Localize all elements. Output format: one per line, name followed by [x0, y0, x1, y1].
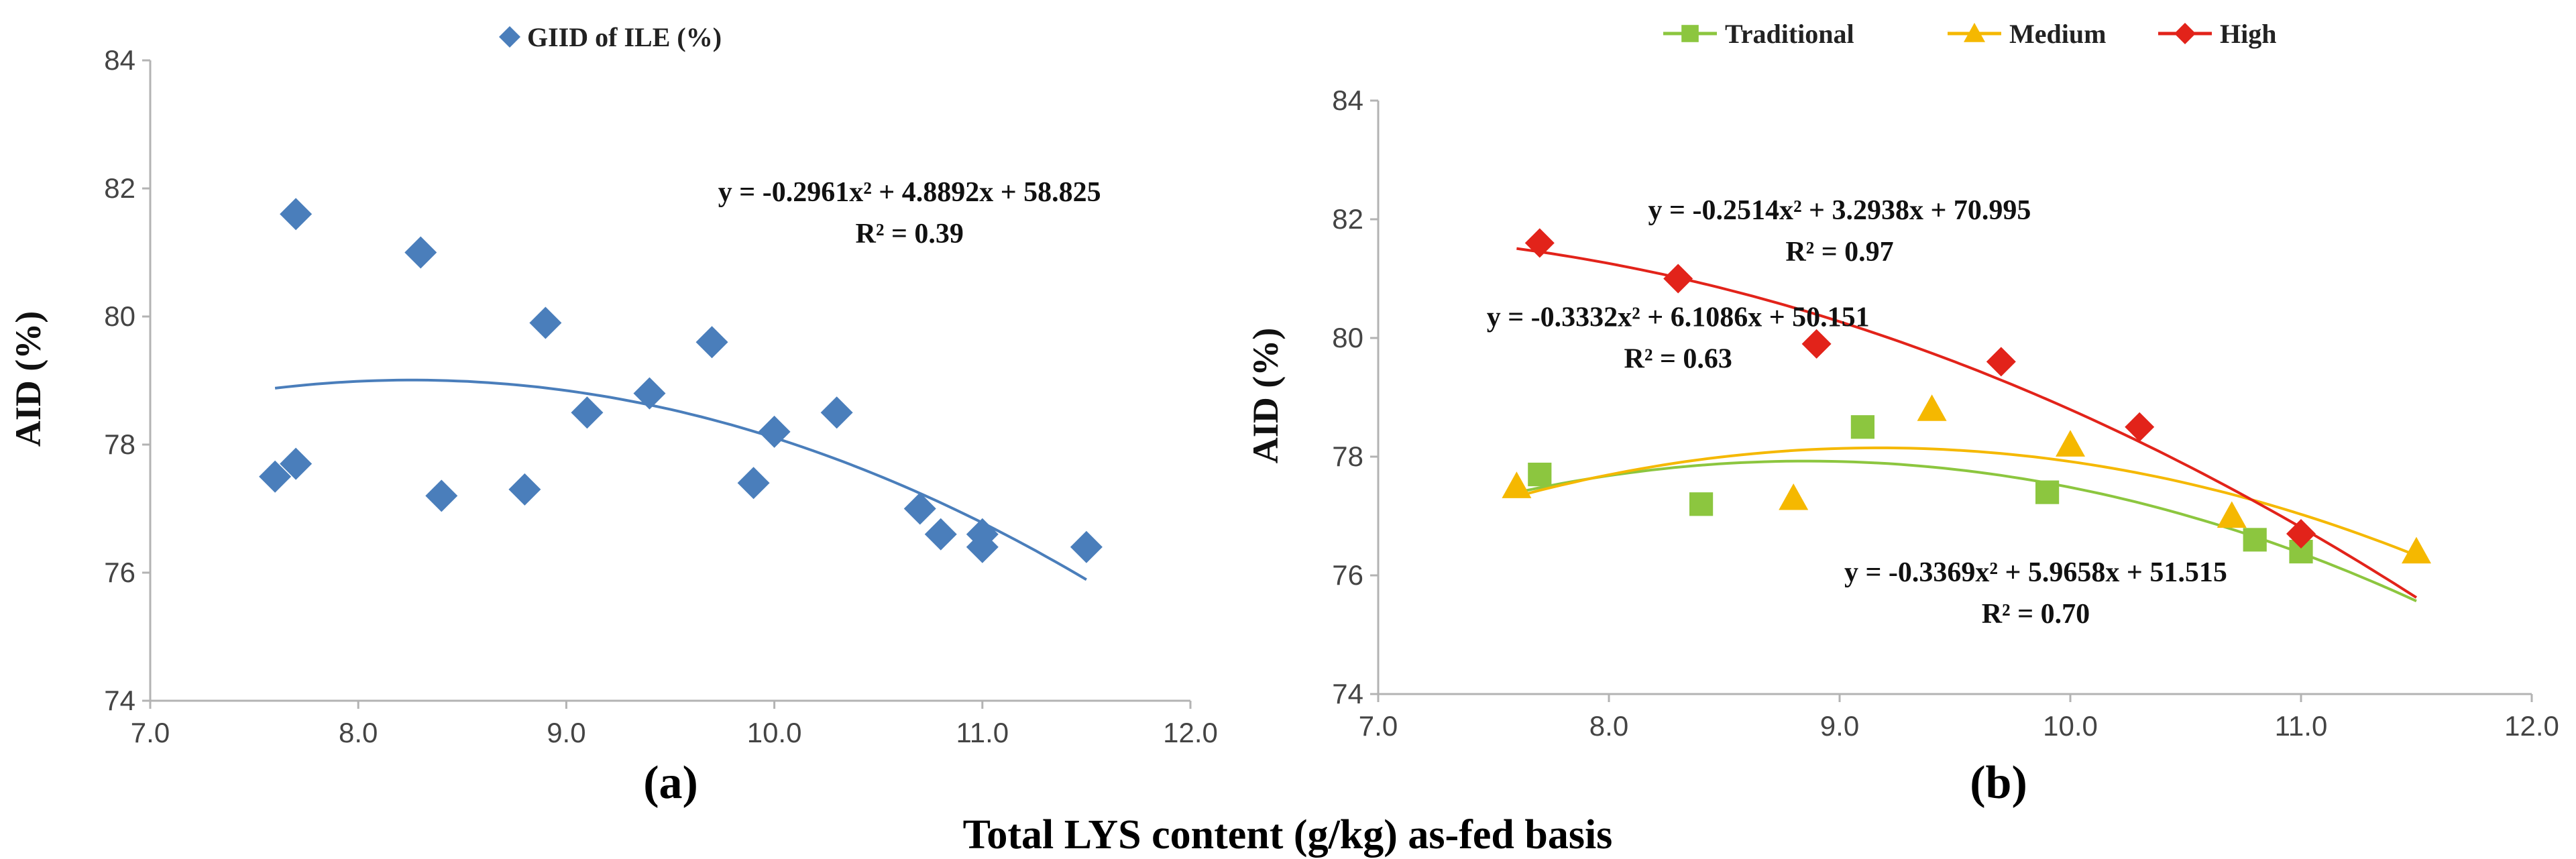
- data-point-giid-of-ile: [404, 236, 437, 269]
- data-point-giid-of-ile: [571, 396, 604, 429]
- panel-b-label: (b): [1970, 757, 2027, 809]
- data-point-medium: [1917, 394, 1947, 421]
- data-point-traditional: [2035, 480, 2060, 504]
- data-point-traditional: [2243, 528, 2267, 552]
- data-point-giid-of-ile: [280, 447, 313, 480]
- x-tick-label: 8.0: [1589, 710, 1628, 742]
- panel-a-trendline: [274, 378, 1087, 581]
- data-point-giid-of-ile: [903, 492, 936, 525]
- x-tick-label: 10.0: [2043, 710, 2098, 742]
- data-point-medium: [2217, 501, 2247, 528]
- x-tick-label: 7.0: [1359, 710, 1398, 742]
- y-tick-label: 74: [104, 685, 135, 716]
- y-tick-label: 82: [104, 172, 135, 204]
- data-point-medium: [2056, 430, 2085, 457]
- legend-label: GIID of ILE (%): [527, 22, 722, 52]
- x-tick-label: 11.0: [2275, 710, 2328, 742]
- y-tick-label: 84: [1332, 84, 1363, 116]
- data-point-giid-of-ile: [508, 473, 541, 506]
- data-point-medium: [2402, 536, 2431, 564]
- x-tick-label: 12.0: [2504, 710, 2559, 742]
- panel-b-annotations: y = -0.2514x² + 3.2938x + 70.995 R² = 0.9…: [1487, 195, 2227, 630]
- y-tick-label: 84: [104, 44, 135, 76]
- legend-label: High: [2220, 19, 2276, 49]
- x-tick-label: 9.0: [547, 717, 585, 748]
- panel-a-label: (a): [643, 757, 698, 809]
- data-point-giid-of-ile: [259, 460, 292, 493]
- panel-a-y-ticks: 74 76 78 80 82 84: [104, 44, 150, 716]
- data-point-giid-of-ile: [1070, 530, 1103, 563]
- data-point-giid-of-ile: [820, 396, 853, 429]
- data-point-giid-of-ile: [758, 415, 791, 448]
- data-point-high: [1663, 264, 1693, 294]
- panel-b-y-axis-title: AID (%): [1245, 328, 1286, 463]
- panel-b-y-ticks: 74 76 78 80 82 84: [1332, 84, 1378, 709]
- data-point-medium: [1502, 471, 1532, 498]
- panel-b-legend: Traditional Medium High: [1663, 19, 2276, 49]
- trend-equation: y = -0.2961x² + 4.8892x + 58.825: [718, 177, 1101, 208]
- shared-x-axis-title: Total LYS content (g/kg) as-fed basis: [963, 812, 1613, 858]
- data-point-traditional: [1850, 415, 1874, 439]
- legend-label: Traditional: [1725, 19, 1854, 49]
- r-squared: R² = 0.70: [1982, 599, 2090, 630]
- panel-b-trendline-high: [1516, 247, 2418, 599]
- y-tick-label: 76: [104, 557, 135, 588]
- panel-a-points: [259, 198, 1103, 563]
- data-point-giid-of-ile: [633, 377, 666, 410]
- panel-b-x-ticks: 7.0 8.0 9.0 10.0 11.0 12.0: [1359, 694, 2559, 742]
- legend-marker: [1681, 25, 1699, 42]
- trend-equation: y = -0.3332x² + 6.1086x + 50.151: [1487, 302, 1870, 333]
- data-point-giid-of-ile: [280, 198, 313, 231]
- data-point-giid-of-ile: [529, 306, 562, 339]
- trend-equation: y = -0.3369x² + 5.9658x + 51.515: [1844, 557, 2227, 588]
- x-tick-label: 7.0: [131, 717, 170, 748]
- panel-a-y-axis-title: AID (%): [8, 311, 48, 447]
- data-point-giid-of-ile: [924, 518, 957, 551]
- panel-b-trendline-medium: [1516, 446, 2417, 557]
- panel-a: 7.0 8.0 9.0 10.0 11.0 12.0 74 76 78 80 82 84 y = -…: [8, 22, 1218, 809]
- legend-marker: [499, 26, 520, 48]
- y-tick-label: 76: [1332, 559, 1363, 591]
- legend-marker: [1964, 23, 1985, 42]
- r-squared: R² = 0.97: [1785, 237, 1893, 268]
- data-point-high: [1986, 347, 2016, 377]
- legend-marker: [2174, 23, 2196, 44]
- x-tick-label: 10.0: [747, 717, 802, 748]
- panel-a-legend: GIID of ILE (%): [499, 22, 722, 52]
- panel-a-x-ticks: 7.0 8.0 9.0 10.0 11.0 12.0: [131, 701, 1218, 748]
- panel-b-points: [1502, 228, 2431, 564]
- r-squared: R² = 0.63: [1624, 343, 1732, 374]
- data-point-high: [2125, 412, 2155, 442]
- y-tick-label: 78: [1332, 441, 1363, 472]
- data-point-traditional: [1689, 492, 1714, 516]
- x-tick-label: 12.0: [1163, 717, 1218, 748]
- legend-label: Medium: [2009, 19, 2106, 49]
- x-tick-label: 8.0: [339, 717, 378, 748]
- x-tick-label: 9.0: [1820, 710, 1859, 742]
- panel-a-annotations: y = -0.2961x² + 4.8892x + 58.825 R² = 0.3…: [718, 177, 1101, 249]
- y-tick-label: 80: [1332, 322, 1363, 353]
- y-tick-label: 78: [104, 428, 135, 460]
- x-tick-label: 11.0: [956, 717, 1009, 748]
- y-tick-label: 74: [1332, 678, 1363, 709]
- data-point-high: [1801, 329, 1832, 359]
- data-point-traditional: [1528, 462, 1552, 487]
- data-point-giid-of-ile: [737, 467, 770, 500]
- trend-equation: y = -0.2514x² + 3.2938x + 70.995: [1648, 195, 2031, 226]
- data-point-giid-of-ile: [966, 530, 999, 563]
- data-point-giid-of-ile: [695, 326, 728, 359]
- y-tick-label: 80: [104, 300, 135, 332]
- data-point-high: [2286, 519, 2316, 549]
- data-point-medium: [1779, 483, 1809, 510]
- panel-b: 7.0 8.0 9.0 10.0 11.0 12.0 74 76 78 80 82 84 y = -…: [1245, 19, 2559, 809]
- r-squared: R² = 0.39: [856, 219, 964, 249]
- data-point-high: [1524, 228, 1555, 258]
- y-tick-label: 82: [1332, 203, 1363, 235]
- data-point-giid-of-ile: [425, 479, 458, 512]
